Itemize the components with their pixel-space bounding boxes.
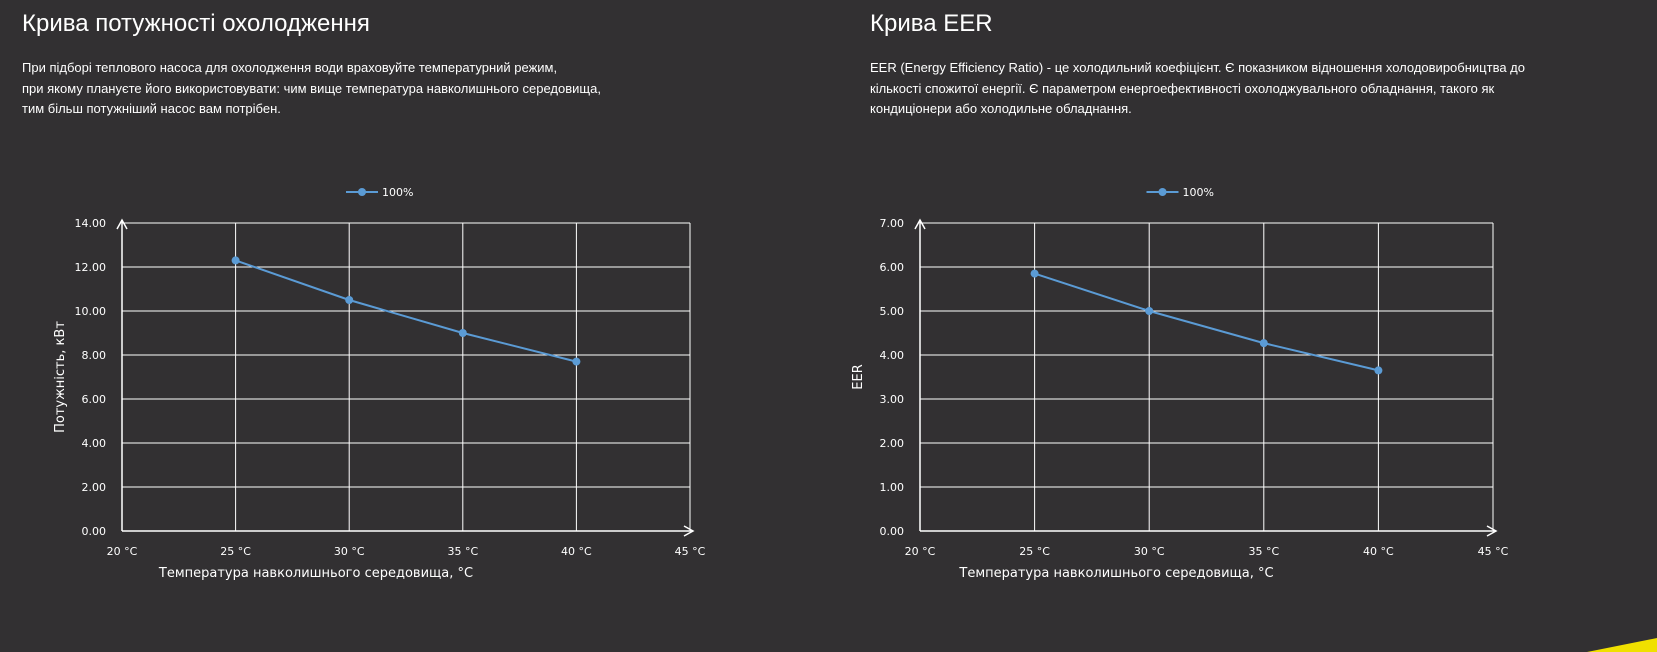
eer-title: Крива EER (870, 10, 993, 37)
y-tick-label: 7.00 (880, 217, 905, 230)
x-axis-title: Температура навколишнього середовища, °C (158, 566, 473, 581)
data-point (458, 329, 467, 337)
legend-marker (1158, 188, 1167, 196)
description-line: При підборі теплового насоса для охолодж… (22, 60, 558, 75)
y-tick-label: 14.00 (75, 217, 107, 230)
y-tick-label: 4.00 (82, 437, 107, 450)
y-tick-label: 4.00 (880, 349, 905, 362)
description-line: тим більш потужніший насос вам потрібен. (22, 101, 281, 116)
y-tick-label: 2.00 (82, 481, 107, 494)
x-tick-label: 25 °C (1019, 545, 1050, 558)
x-tick-label: 30 °C (334, 545, 365, 558)
y-axis-arrow (914, 218, 926, 230)
y-axis-title: Потужність, кВт (53, 321, 68, 433)
x-tick-label: 45 °C (675, 545, 706, 558)
data-point (1145, 307, 1154, 315)
x-tick-label: 40 °C (561, 545, 592, 558)
x-tick-label: 20 °C (905, 545, 936, 558)
cooling-capacity-chart: 0.00 2.00 4.00 6.00 8.00 10.00 12.00 14.00 20 °C… (53, 186, 706, 581)
y-tick-label: 1.00 (880, 481, 905, 494)
y-tick-label: 5.00 (880, 305, 905, 318)
x-axis-title: Температура навколишнього середовища, °C (958, 566, 1273, 581)
description-line: EER (Energy Efficiency Ratio) - це холод… (870, 60, 1525, 75)
data-point (345, 296, 354, 304)
cooling-capacity-title: Крива потужності охолодження (22, 10, 370, 37)
data-point (1259, 339, 1268, 348)
accent-corner (1587, 638, 1657, 652)
description-line: кондиціонери або холодильне обладнання. (870, 101, 1132, 116)
eer-description: EER (Energy Efficiency Ratio) - це холод… (870, 58, 1590, 120)
x-tick-label: 40 °C (1363, 545, 1394, 558)
y-tick-label: 12.00 (75, 261, 107, 274)
y-tick-label: 6.00 (880, 261, 905, 274)
x-tick-label: 35 °C (447, 545, 478, 558)
x-tick-label: 35 °C (1248, 545, 1279, 558)
x-tick-label: 30 °C (1134, 545, 1165, 558)
x-axis-arrow (683, 525, 695, 537)
x-tick-label: 45 °C (1478, 545, 1509, 558)
data-point (231, 256, 240, 265)
legend-label: 100% (1183, 186, 1214, 199)
data-point (1374, 366, 1383, 375)
legend-label: 100% (382, 186, 413, 199)
y-tick-label: 8.00 (82, 349, 107, 362)
description-line: кількості спожитої енергії. Є параметром… (870, 80, 1495, 96)
series-line (235, 259, 577, 363)
y-tick-label: 0.00 (880, 525, 905, 538)
data-point (572, 357, 581, 366)
eer-chart: 0.00 1.00 2.00 3.00 4.00 5.00 6.00 7.00 20 °C 25 … (851, 186, 1509, 581)
cooling-capacity-panel: Крива потужності охолодження При підборі… (22, 10, 706, 581)
cooling-capacity-description: При підборі теплового насоса для охолодж… (22, 58, 682, 120)
y-axis-arrow (116, 218, 128, 230)
eer-panel: Крива EER EER (Energy Efficiency Ratio) … (848, 0, 1657, 652)
y-tick-label: 2.00 (880, 437, 905, 450)
series-line (1034, 272, 1379, 372)
x-tick-label: 20 °C (107, 545, 138, 558)
legend-marker (358, 188, 366, 196)
x-tick-label: 25 °C (220, 545, 251, 558)
y-tick-label: 6.00 (82, 393, 107, 406)
y-tick-label: 0.00 (82, 525, 107, 538)
y-tick-label: 10.00 (75, 305, 107, 318)
data-point (1030, 269, 1039, 278)
x-axis-arrow (1486, 525, 1498, 537)
description-line: при якому плануєте його використовувати:… (22, 80, 601, 96)
y-tick-label: 3.00 (880, 393, 905, 406)
y-axis-title: EER (851, 364, 866, 389)
